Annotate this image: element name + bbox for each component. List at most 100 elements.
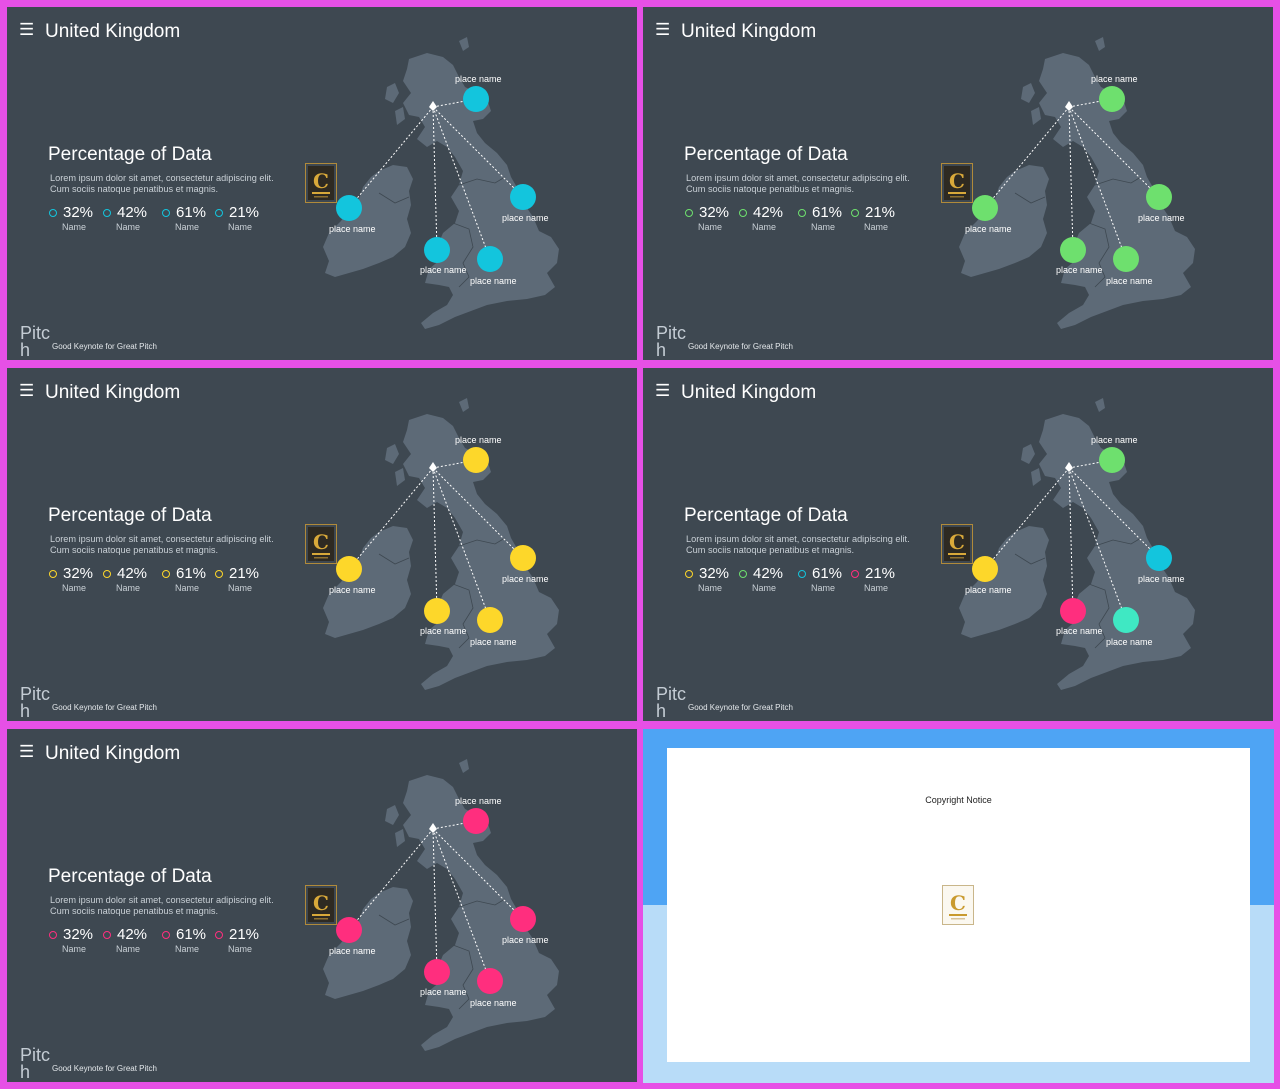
stat-name: Name bbox=[698, 222, 723, 232]
stat-value: 32% bbox=[699, 565, 730, 582]
place-marker[interactable] bbox=[477, 968, 503, 994]
origin-pin-icon bbox=[1065, 462, 1073, 472]
place-marker[interactable] bbox=[336, 195, 362, 221]
place-marker[interactable] bbox=[336, 917, 362, 943]
place-marker[interactable] bbox=[463, 86, 489, 112]
stat-name: Name bbox=[228, 583, 253, 593]
place-marker[interactable] bbox=[1113, 607, 1139, 633]
place-marker[interactable] bbox=[477, 246, 503, 272]
contents-c-logo: C bbox=[305, 163, 337, 203]
place-marker[interactable] bbox=[510, 545, 536, 571]
place-label: place name bbox=[965, 224, 1012, 234]
hamburger-menu-icon[interactable]: ☰ bbox=[19, 381, 35, 400]
island-shape bbox=[1021, 444, 1035, 464]
place-marker[interactable] bbox=[1060, 598, 1086, 624]
place-marker[interactable] bbox=[1099, 447, 1125, 473]
island-shape bbox=[385, 83, 399, 103]
ring-icon bbox=[739, 570, 747, 578]
place-marker[interactable] bbox=[1060, 237, 1086, 263]
place-label: place name bbox=[420, 626, 467, 636]
stat-name: Name bbox=[811, 222, 836, 232]
stat-value: 42% bbox=[117, 926, 148, 943]
place-label: place name bbox=[455, 74, 502, 84]
place-marker[interactable] bbox=[972, 195, 998, 221]
place-marker[interactable] bbox=[424, 598, 450, 624]
slide-title: United Kingdom bbox=[681, 382, 817, 403]
description-text: Lorem ipsum dolor sit amet, consectetur … bbox=[686, 534, 910, 555]
connector-line bbox=[348, 828, 434, 931]
description-text: Lorem ipsum dolor sit amet, consectetur … bbox=[50, 173, 274, 194]
brand-name: Pitc h bbox=[20, 1045, 51, 1082]
stat-name: Name bbox=[864, 222, 889, 232]
place-label: place name bbox=[1056, 265, 1103, 275]
origin-pin-icon bbox=[1065, 101, 1073, 111]
stat-name: Name bbox=[228, 944, 253, 954]
place-marker[interactable] bbox=[1099, 86, 1125, 112]
connector-line bbox=[984, 106, 1070, 209]
place-label: place name bbox=[502, 574, 549, 584]
connector-line bbox=[348, 467, 434, 570]
connector-line bbox=[432, 106, 491, 260]
place-marker[interactable] bbox=[463, 447, 489, 473]
place-label: place name bbox=[329, 585, 376, 595]
ring-icon bbox=[739, 209, 747, 217]
place-marker[interactable] bbox=[424, 237, 450, 263]
place-marker[interactable] bbox=[1146, 184, 1172, 210]
brand-name: Pitc h bbox=[20, 684, 51, 721]
place-label: place name bbox=[329, 224, 376, 234]
place-label: place name bbox=[1091, 74, 1138, 84]
ring-icon bbox=[798, 209, 806, 217]
place-label: place name bbox=[1091, 435, 1138, 445]
contents-c-logo: C bbox=[941, 524, 973, 564]
place-label: place name bbox=[420, 987, 467, 997]
hamburger-menu-icon[interactable]: ☰ bbox=[655, 381, 671, 400]
ring-icon bbox=[685, 570, 693, 578]
uk-map: place name place name place name place n… bbox=[323, 759, 559, 1051]
stat-name: Name bbox=[116, 222, 141, 232]
stat-value: 42% bbox=[753, 204, 784, 221]
stat-name: Name bbox=[752, 583, 777, 593]
place-label: place name bbox=[329, 946, 376, 956]
border-line bbox=[452, 222, 474, 288]
place-marker[interactable] bbox=[972, 556, 998, 582]
contents-c-logo: C bbox=[305, 524, 337, 564]
section-heading: Percentage of Data bbox=[48, 505, 212, 526]
hamburger-menu-icon[interactable]: ☰ bbox=[655, 20, 671, 39]
tagline: Good Keynote for Great Pitch bbox=[52, 703, 157, 712]
hamburger-menu-icon[interactable]: ☰ bbox=[19, 742, 35, 761]
description-text: Lorem ipsum dolor sit amet, consectetur … bbox=[50, 895, 274, 916]
uk-map: place name place name place name place n… bbox=[959, 398, 1195, 690]
slide: place name place name place name place n… bbox=[643, 7, 1273, 360]
tagline: Good Keynote for Great Pitch bbox=[688, 342, 793, 351]
island-shape bbox=[1095, 398, 1105, 412]
place-marker[interactable] bbox=[336, 556, 362, 582]
contents-c-logo: C bbox=[941, 163, 973, 203]
ring-icon bbox=[798, 570, 806, 578]
hamburger-menu-icon[interactable]: ☰ bbox=[19, 20, 35, 39]
copyright-sheet: Copyright Notice C bbox=[667, 748, 1250, 1062]
place-marker[interactable] bbox=[510, 184, 536, 210]
place-label: place name bbox=[1106, 276, 1153, 286]
ring-icon bbox=[162, 570, 170, 578]
ring-icon bbox=[162, 931, 170, 939]
ring-icon bbox=[851, 209, 859, 217]
stat-name: Name bbox=[864, 583, 889, 593]
stat-name: Name bbox=[811, 583, 836, 593]
place-marker[interactable] bbox=[510, 906, 536, 932]
ring-icon bbox=[103, 209, 111, 217]
place-marker[interactable] bbox=[477, 607, 503, 633]
place-marker[interactable] bbox=[463, 808, 489, 834]
connector-line bbox=[432, 467, 491, 621]
stat-value: 32% bbox=[699, 204, 730, 221]
stat-name: Name bbox=[175, 944, 200, 954]
border-line bbox=[1088, 222, 1110, 288]
place-marker[interactable] bbox=[1113, 246, 1139, 272]
slide-title: United Kingdom bbox=[681, 21, 817, 42]
stat-value: 61% bbox=[812, 565, 843, 582]
ireland-shape bbox=[323, 165, 413, 277]
ring-icon bbox=[215, 931, 223, 939]
border-line bbox=[1014, 192, 1046, 204]
place-marker[interactable] bbox=[424, 959, 450, 985]
place-marker[interactable] bbox=[1146, 545, 1172, 571]
section-heading: Percentage of Data bbox=[684, 144, 848, 165]
